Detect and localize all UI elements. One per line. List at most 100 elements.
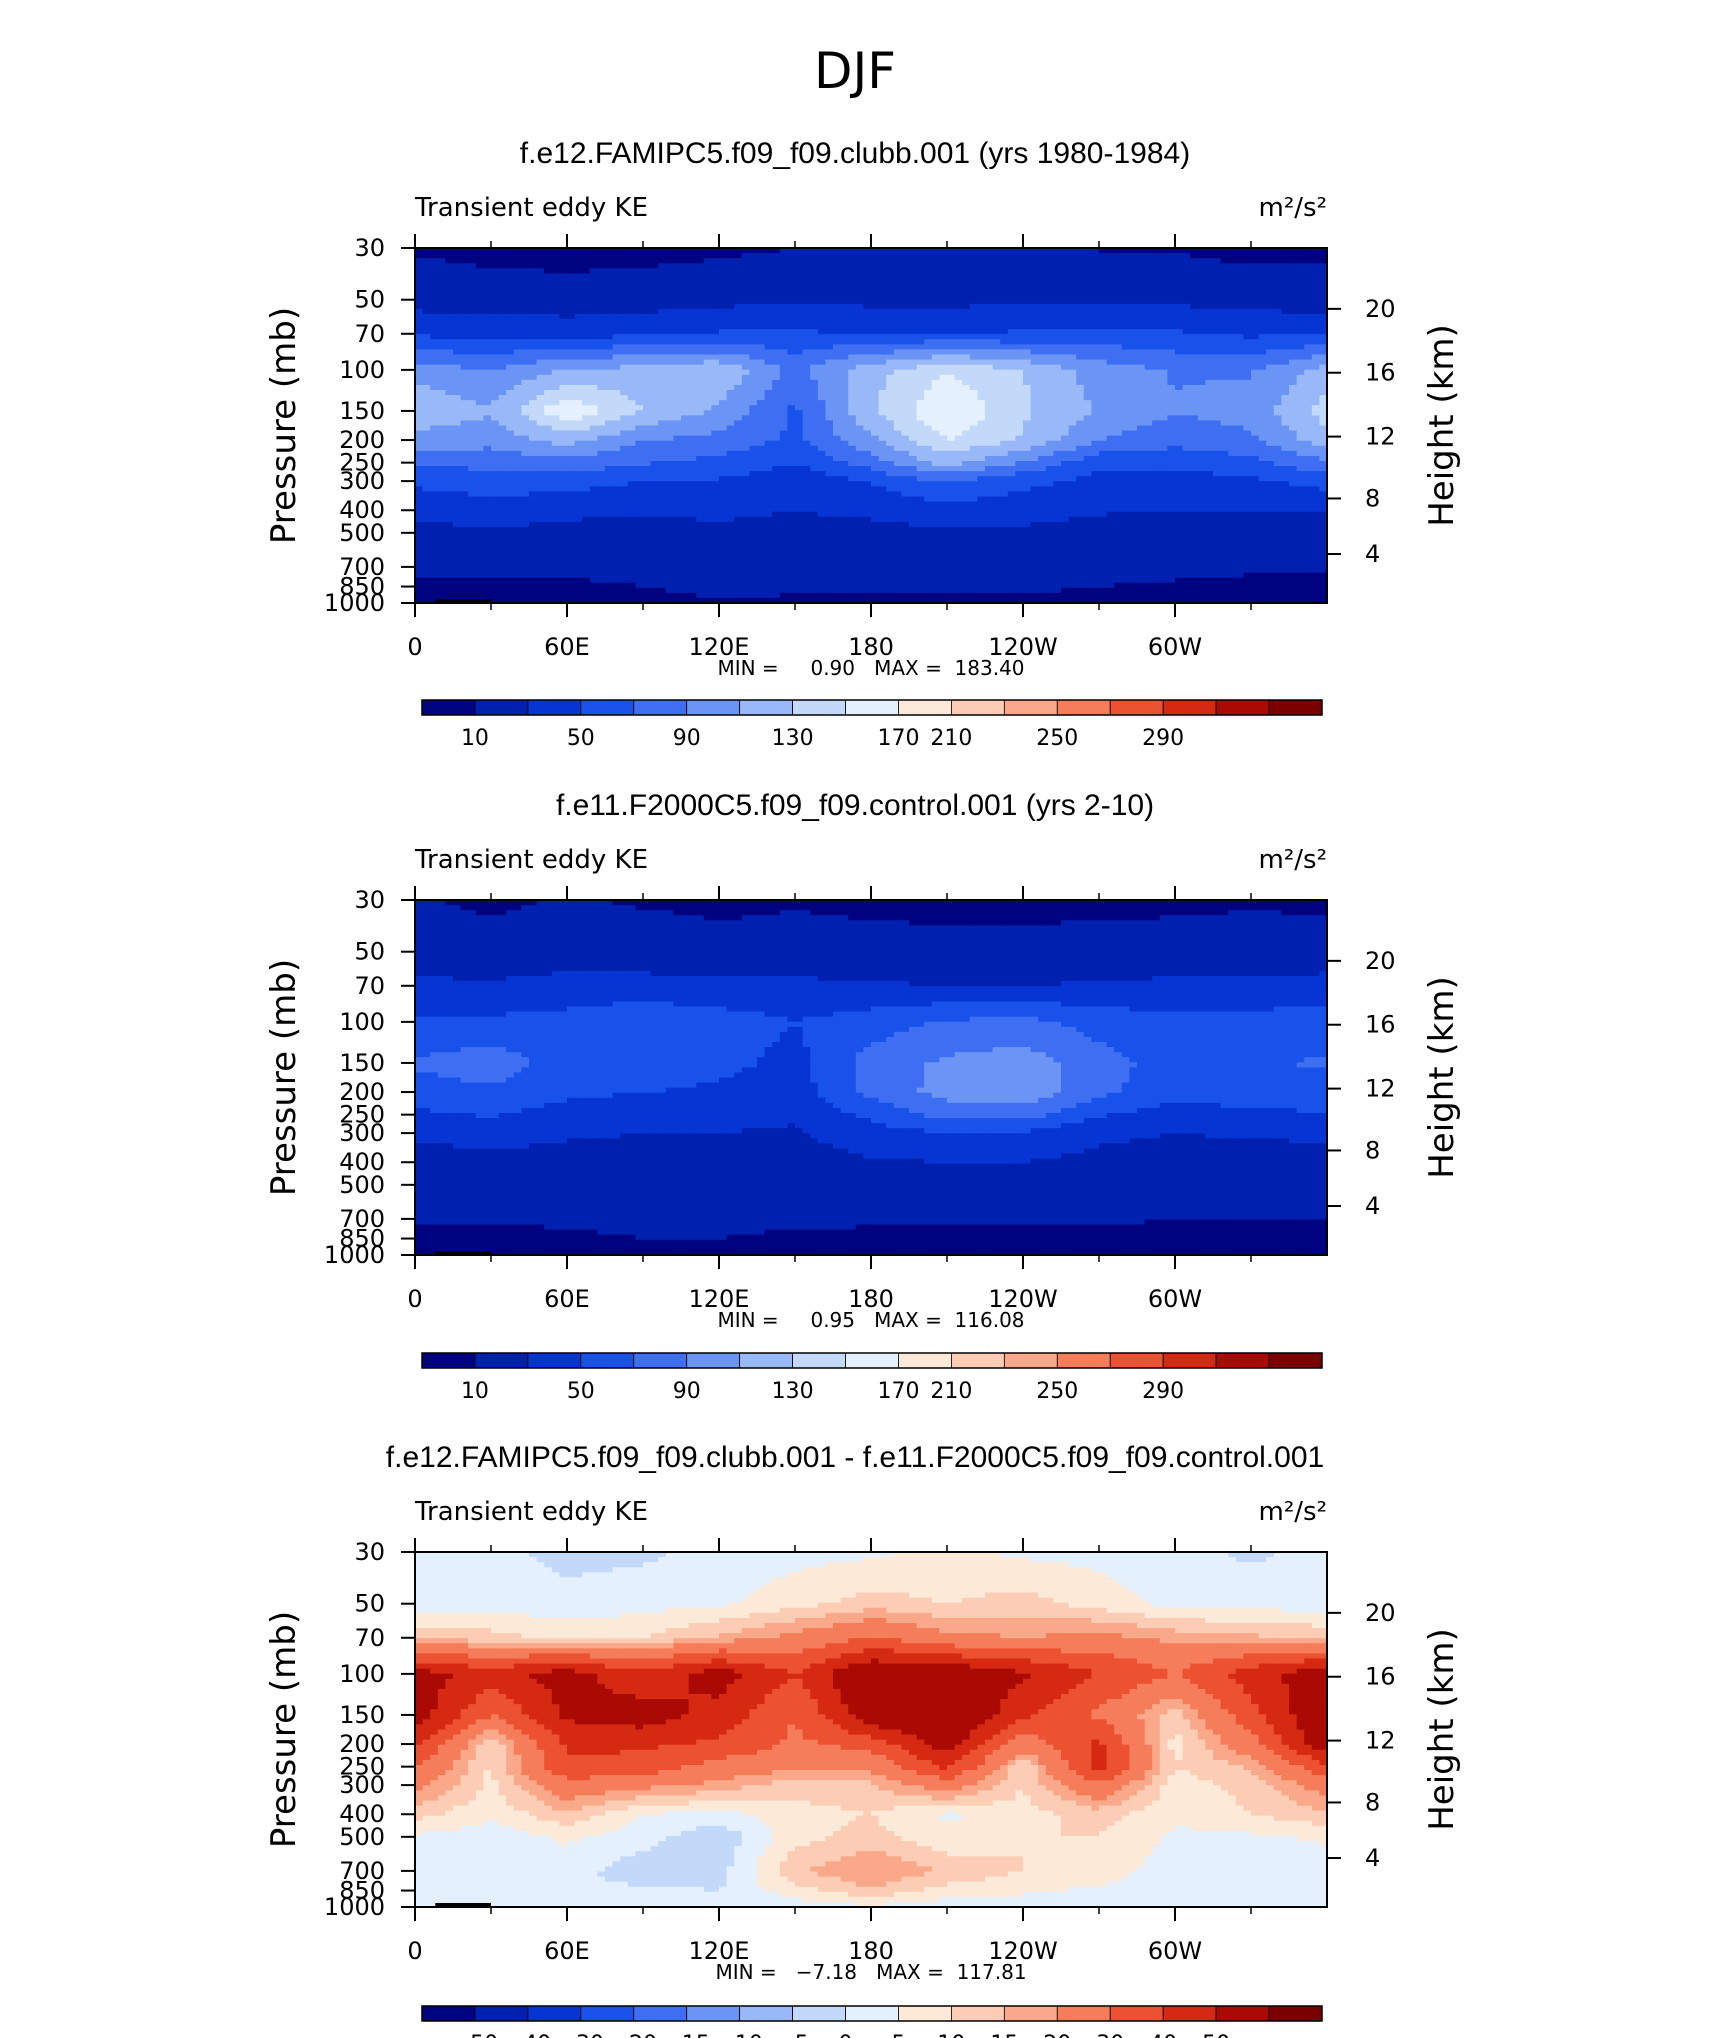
field-cell bbox=[628, 355, 636, 361]
field-cell bbox=[483, 390, 491, 396]
field-cell bbox=[605, 309, 613, 315]
field-cell bbox=[1167, 299, 1175, 305]
field-cell bbox=[1031, 446, 1039, 452]
field-cell bbox=[1122, 268, 1130, 274]
field-cell bbox=[1061, 334, 1069, 340]
field-cell bbox=[1091, 304, 1099, 310]
field-cell bbox=[704, 339, 712, 345]
field-cell bbox=[696, 446, 704, 452]
field-cell bbox=[1266, 299, 1274, 305]
field-cell bbox=[962, 258, 970, 264]
field-cell bbox=[1297, 278, 1305, 284]
field-cell bbox=[658, 344, 666, 350]
field-cell bbox=[1038, 278, 1046, 284]
field-cell bbox=[461, 375, 469, 381]
field-cell bbox=[1221, 431, 1229, 437]
field-cell bbox=[1099, 426, 1107, 432]
field-cell bbox=[537, 385, 545, 391]
field-cell bbox=[871, 451, 879, 457]
field-cell bbox=[1023, 390, 1031, 396]
field-cell bbox=[719, 451, 727, 457]
field-cell bbox=[727, 329, 735, 335]
field-cell bbox=[1297, 319, 1305, 325]
field-cell bbox=[1008, 415, 1016, 421]
field-cell bbox=[856, 284, 864, 290]
field-cell bbox=[1183, 451, 1191, 457]
field-cell bbox=[1221, 329, 1229, 335]
field-cell bbox=[1274, 410, 1282, 416]
field-cell bbox=[1107, 395, 1115, 401]
field-cell bbox=[970, 360, 978, 366]
field-cell bbox=[1251, 314, 1259, 320]
field-cell bbox=[803, 390, 811, 396]
field-cell bbox=[635, 273, 643, 279]
field-cell bbox=[1160, 420, 1168, 426]
field-cell bbox=[430, 349, 438, 355]
field-cell bbox=[1213, 289, 1221, 295]
field-cell bbox=[689, 441, 697, 447]
field-cell bbox=[1304, 400, 1312, 406]
field-cell bbox=[1076, 390, 1084, 396]
field-cell bbox=[521, 268, 529, 274]
field-cell bbox=[423, 405, 431, 411]
field-cell bbox=[673, 324, 681, 330]
field-cell bbox=[1015, 355, 1023, 361]
field-cell bbox=[803, 431, 811, 437]
field-cell bbox=[438, 289, 446, 295]
field-cell bbox=[734, 370, 742, 376]
field-cell bbox=[1167, 390, 1175, 396]
field-cell bbox=[438, 294, 446, 300]
field-cell bbox=[567, 299, 575, 305]
field-cell bbox=[1281, 344, 1289, 350]
field-cell bbox=[1015, 324, 1023, 330]
field-cell bbox=[879, 329, 887, 335]
field-cell bbox=[1190, 380, 1198, 386]
field-cell bbox=[795, 334, 803, 340]
field-cell bbox=[1084, 426, 1092, 432]
field-cell bbox=[582, 426, 590, 432]
field-cell bbox=[1084, 258, 1092, 264]
field-cell bbox=[962, 451, 970, 457]
field-cell bbox=[1099, 446, 1107, 452]
field-cell bbox=[521, 405, 529, 411]
field-cell bbox=[453, 365, 461, 371]
field-cell bbox=[552, 314, 560, 320]
field-cell bbox=[575, 456, 583, 462]
field-cell bbox=[993, 415, 1001, 421]
field-cell bbox=[643, 324, 651, 330]
field-cell bbox=[1289, 370, 1297, 376]
field-cell bbox=[1160, 334, 1168, 340]
field-cell bbox=[1312, 304, 1320, 310]
field-cell bbox=[1129, 314, 1137, 320]
field-cell bbox=[1038, 258, 1046, 264]
field-cell bbox=[1008, 380, 1016, 386]
field-cell bbox=[461, 294, 469, 300]
field-cell bbox=[483, 355, 491, 361]
field-cell bbox=[833, 319, 841, 325]
field-cell bbox=[917, 304, 925, 310]
field-cell bbox=[787, 395, 795, 401]
field-cell bbox=[856, 289, 864, 295]
field-cell bbox=[833, 304, 841, 310]
field-cell bbox=[863, 263, 871, 269]
field-cell bbox=[734, 319, 742, 325]
field-cell bbox=[689, 349, 697, 355]
field-cell bbox=[1069, 375, 1077, 381]
field-cell bbox=[514, 456, 522, 462]
field-cell bbox=[871, 410, 879, 416]
field-cell bbox=[1145, 344, 1153, 350]
field-cell bbox=[818, 360, 826, 366]
field-cell bbox=[757, 456, 765, 462]
field-cell bbox=[841, 304, 849, 310]
field-cell bbox=[1312, 370, 1320, 376]
field-cell bbox=[689, 319, 697, 325]
field-cell bbox=[711, 304, 719, 310]
field-cell bbox=[879, 319, 887, 325]
field-cell bbox=[1015, 395, 1023, 401]
field-cell bbox=[1228, 395, 1236, 401]
field-cell bbox=[597, 370, 605, 376]
field-cell bbox=[1266, 385, 1274, 391]
field-cell bbox=[1160, 415, 1168, 421]
field-cell bbox=[423, 355, 431, 361]
field-cell bbox=[476, 395, 484, 401]
